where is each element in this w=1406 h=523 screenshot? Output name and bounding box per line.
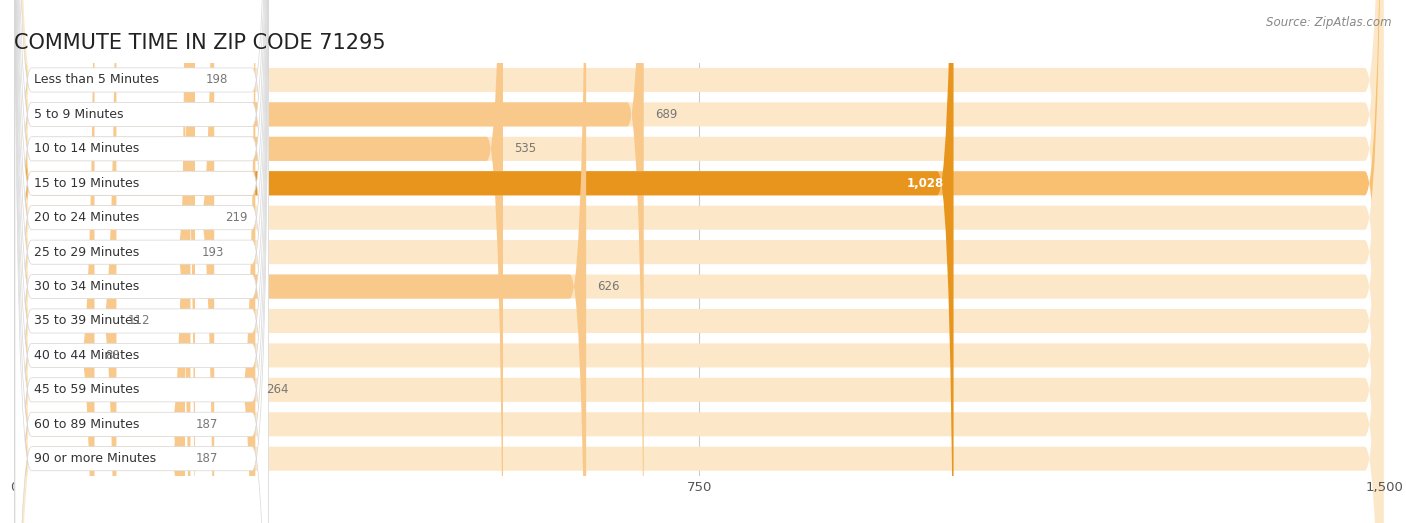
FancyBboxPatch shape xyxy=(15,0,1384,523)
FancyBboxPatch shape xyxy=(15,0,186,523)
Text: 45 to 59 Minutes: 45 to 59 Minutes xyxy=(34,383,139,396)
FancyBboxPatch shape xyxy=(15,0,503,523)
Text: 60 to 89 Minutes: 60 to 89 Minutes xyxy=(34,418,139,431)
FancyBboxPatch shape xyxy=(15,0,269,523)
Text: COMMUTE TIME IN ZIP CODE 71295: COMMUTE TIME IN ZIP CODE 71295 xyxy=(14,33,385,53)
FancyBboxPatch shape xyxy=(15,0,269,523)
FancyBboxPatch shape xyxy=(15,0,1384,523)
Text: 198: 198 xyxy=(207,73,228,86)
Text: 88: 88 xyxy=(105,349,120,362)
FancyBboxPatch shape xyxy=(15,0,1384,523)
Text: 187: 187 xyxy=(195,418,218,431)
FancyBboxPatch shape xyxy=(15,0,269,523)
FancyBboxPatch shape xyxy=(15,0,1384,523)
FancyBboxPatch shape xyxy=(15,0,269,523)
FancyBboxPatch shape xyxy=(15,0,94,523)
FancyBboxPatch shape xyxy=(15,0,117,523)
FancyBboxPatch shape xyxy=(15,0,586,523)
Text: 112: 112 xyxy=(128,314,150,327)
Text: 20 to 24 Minutes: 20 to 24 Minutes xyxy=(34,211,139,224)
FancyBboxPatch shape xyxy=(15,0,214,523)
Text: 90 or more Minutes: 90 or more Minutes xyxy=(34,452,156,465)
FancyBboxPatch shape xyxy=(15,0,1384,523)
FancyBboxPatch shape xyxy=(15,0,269,523)
FancyBboxPatch shape xyxy=(15,0,1384,523)
Text: 25 to 29 Minutes: 25 to 29 Minutes xyxy=(34,246,139,259)
FancyBboxPatch shape xyxy=(15,0,1384,523)
FancyBboxPatch shape xyxy=(15,0,644,523)
Text: 10 to 14 Minutes: 10 to 14 Minutes xyxy=(34,142,139,155)
FancyBboxPatch shape xyxy=(15,0,269,523)
FancyBboxPatch shape xyxy=(15,0,269,523)
FancyBboxPatch shape xyxy=(15,0,1384,523)
FancyBboxPatch shape xyxy=(15,0,269,523)
Text: 187: 187 xyxy=(195,452,218,465)
FancyBboxPatch shape xyxy=(15,0,186,523)
Text: Source: ZipAtlas.com: Source: ZipAtlas.com xyxy=(1267,16,1392,29)
FancyBboxPatch shape xyxy=(15,0,1384,523)
Text: 626: 626 xyxy=(598,280,620,293)
FancyBboxPatch shape xyxy=(15,0,1384,523)
FancyBboxPatch shape xyxy=(15,0,190,523)
Text: 35 to 39 Minutes: 35 to 39 Minutes xyxy=(34,314,139,327)
FancyBboxPatch shape xyxy=(15,0,953,523)
Text: 5 to 9 Minutes: 5 to 9 Minutes xyxy=(34,108,124,121)
FancyBboxPatch shape xyxy=(15,0,269,523)
FancyBboxPatch shape xyxy=(15,0,195,523)
Text: 193: 193 xyxy=(201,246,224,259)
Text: 689: 689 xyxy=(655,108,678,121)
Text: 40 to 44 Minutes: 40 to 44 Minutes xyxy=(34,349,139,362)
FancyBboxPatch shape xyxy=(15,0,269,523)
FancyBboxPatch shape xyxy=(15,0,1384,523)
Text: 1,028: 1,028 xyxy=(907,177,945,190)
Text: 219: 219 xyxy=(225,211,247,224)
Text: 264: 264 xyxy=(266,383,288,396)
Text: 15 to 19 Minutes: 15 to 19 Minutes xyxy=(34,177,139,190)
FancyBboxPatch shape xyxy=(15,0,269,523)
Text: 30 to 34 Minutes: 30 to 34 Minutes xyxy=(34,280,139,293)
FancyBboxPatch shape xyxy=(15,0,256,523)
Text: 535: 535 xyxy=(515,142,536,155)
FancyBboxPatch shape xyxy=(15,0,269,523)
FancyBboxPatch shape xyxy=(15,0,1384,523)
Text: Less than 5 Minutes: Less than 5 Minutes xyxy=(34,73,159,86)
